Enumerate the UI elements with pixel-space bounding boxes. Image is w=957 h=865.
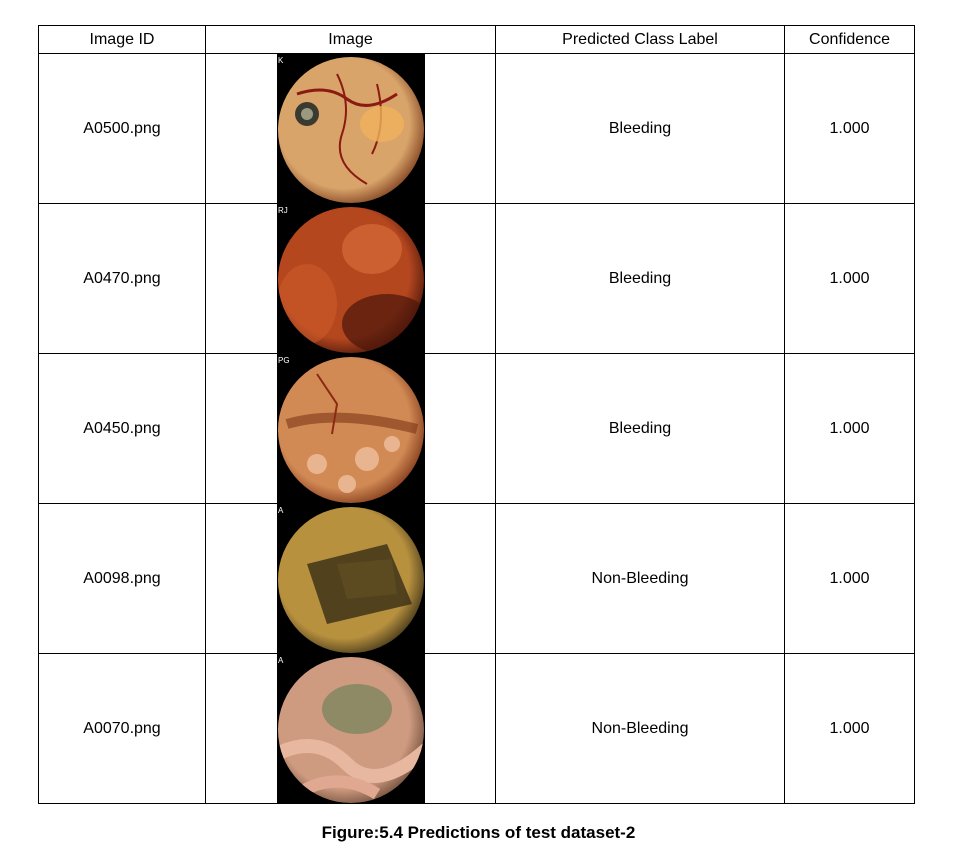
table-row: A0098.png A Non-Bleeding 1.000 [38, 503, 915, 654]
predicted-label-cell: Bleeding [495, 53, 785, 204]
thumbnail-svg: A [276, 654, 425, 803]
table-row: A0070.png A Non-Bleeding 1.000 [38, 653, 915, 804]
thumbnail-svg: K [276, 54, 425, 203]
image-cell: PG [205, 353, 496, 504]
image-id-cell: A0070.png [38, 653, 206, 804]
image-cell: RJ [205, 203, 496, 354]
corner-label: A [278, 506, 284, 515]
table-row: A0450.png PG Bleeding 1.000 [38, 353, 915, 504]
predictions-table: Image ID Image Predicted Class Label Con… [38, 25, 915, 804]
thumbnail-svg: RJ [276, 204, 425, 353]
table-row: A0500.png K Bleeding 1.000 [38, 53, 915, 204]
thumbnail-svg: PG [276, 354, 425, 503]
image-id-cell: A0500.png [38, 53, 206, 204]
endoscopy-thumbnail: RJ [276, 204, 425, 353]
image-id-cell: A0098.png [38, 503, 206, 654]
predicted-label-cell: Non-Bleeding [495, 503, 785, 654]
corner-label: PG [278, 356, 290, 365]
corner-label: RJ [278, 206, 288, 215]
confidence-cell: 1.000 [784, 203, 915, 354]
header-predicted-class-label: Predicted Class Label [495, 25, 785, 54]
corner-label: K [278, 56, 284, 65]
confidence-cell: 1.000 [784, 53, 915, 204]
confidence-cell: 1.000 [784, 653, 915, 804]
image-cell: A [205, 653, 496, 804]
predicted-label-cell: Bleeding [495, 203, 785, 354]
thumbnail-svg: A [276, 504, 425, 653]
figure-caption: Figure:5.4 Predictions of test dataset-2 [321, 823, 636, 842]
table-row: A0470.png RJ Bleeding 1.000 [38, 203, 915, 354]
endoscopy-thumbnail: PG [276, 354, 425, 503]
confidence-cell: 1.000 [784, 503, 915, 654]
header-image: Image [205, 25, 496, 54]
confidence-cell: 1.000 [784, 353, 915, 504]
image-id-cell: A0470.png [38, 203, 206, 354]
predicted-label-cell: Bleeding [495, 353, 785, 504]
endoscopy-thumbnail: K [276, 54, 425, 203]
header-row: Image ID Image Predicted Class Label Con… [38, 25, 915, 54]
image-cell: A [205, 503, 496, 654]
predicted-label-cell: Non-Bleeding [495, 653, 785, 804]
header-confidence: Confidence [784, 25, 915, 54]
corner-label: A [278, 656, 284, 665]
endoscopy-thumbnail: A [276, 654, 425, 803]
image-id-cell: A0450.png [38, 353, 206, 504]
header-image-id: Image ID [38, 25, 206, 54]
endoscopy-thumbnail: A [276, 504, 425, 653]
image-cell: K [205, 53, 496, 204]
